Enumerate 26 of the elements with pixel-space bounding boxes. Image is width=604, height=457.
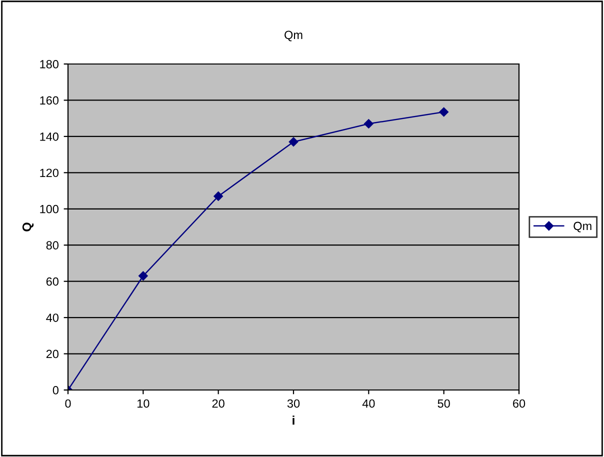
point: [214, 192, 223, 201]
point: [288, 137, 298, 146]
y-tick-label: 180: [40, 60, 59, 68]
y-tick-label: 0: [52, 386, 59, 394]
x-tick-label: 10: [138, 399, 150, 408]
point: [439, 107, 448, 117]
x-axis-title: i: [292, 416, 294, 425]
chart-title: Qm: [284, 30, 302, 42]
x-tick-label: 20: [212, 399, 224, 408]
x-tick-label: 60: [513, 399, 526, 408]
y-tick-label: 60: [46, 277, 59, 286]
y-tick-label: 40: [46, 314, 59, 322]
legend-label: Qm: [574, 222, 592, 232]
y-axis-title: Q: [22, 222, 34, 232]
x-tick-label: 0: [65, 399, 71, 408]
x-tick-label: 50: [438, 399, 450, 408]
y-tick-label: 80: [46, 241, 59, 250]
y-tick-label: 140: [40, 132, 59, 141]
y-tick-label: 20: [46, 350, 59, 358]
x-tick-label: 40: [362, 399, 375, 408]
point: [138, 271, 148, 281]
point: [364, 119, 374, 128]
y-tick-label: 100: [40, 204, 59, 214]
x-tick-label: 30: [287, 399, 300, 408]
y-tick-label: 160: [40, 96, 59, 105]
y-tick-label: 120: [40, 168, 59, 178]
